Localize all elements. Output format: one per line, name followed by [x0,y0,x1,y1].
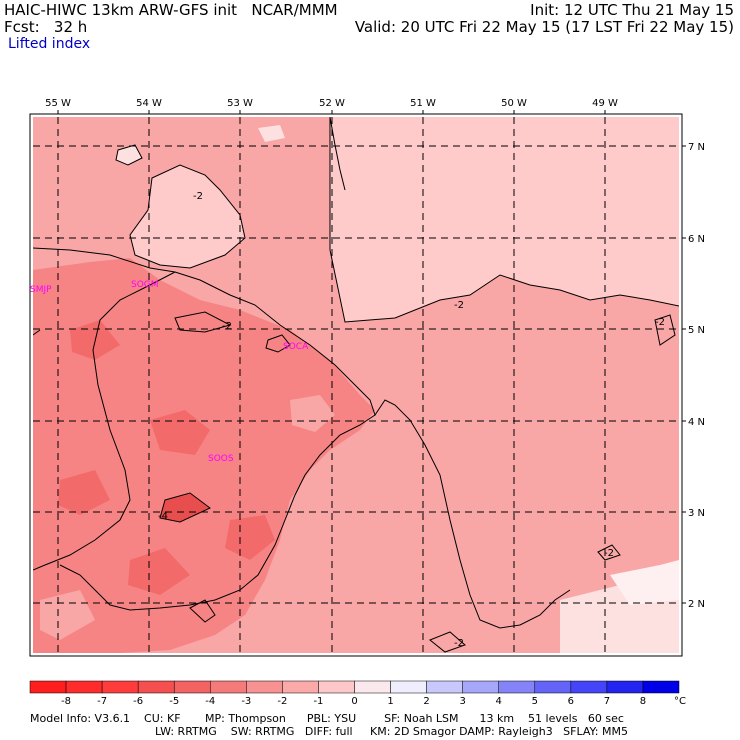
colorbar-tick-label: -8 [61,696,71,707]
map-title: HAIC-HIWC 13km ARW-GFS init NCAR/MMM [4,1,338,19]
lon-label: 55 W [45,98,71,109]
valid-time: Valid: 20 UTC Fri 22 May 15 (17 LST Fri … [354,18,734,36]
colorbar-swatch [390,680,427,694]
colorbar-tick-label: 0 [351,696,357,707]
colorbar [29,680,680,694]
contour-label: -2 [454,638,464,649]
colorbar-swatch [354,680,391,694]
lon-label: 52 W [319,98,345,109]
colorbar-tick-label: -5 [169,696,179,707]
colorbar-swatch [426,680,463,694]
colorbar-swatch [570,680,608,694]
contour-label: -2 [604,548,614,559]
station-soca: SOCA [283,342,309,352]
lat-labels: 7 N 6 N 5 N 4 N 3 N 2 N [688,142,705,610]
init-time: Init: 12 UTC Thu 21 May 15 [530,1,734,19]
colorbar-tick-label: 8 [640,696,646,707]
station-soos: SOOS [208,454,234,464]
contour-labels: -2 -2 -2 -2 -2 -2 -4 [158,191,665,649]
colorbar-tick-label: -6 [133,696,143,707]
lon-label: 54 W [136,98,162,109]
lon-labels: 55 W 54 W 53 W 52 W 51 W 50 W 49 W [45,98,618,109]
colorbar-swatch [462,680,499,694]
contour-label: -2 [454,300,464,311]
field-name: Lifted index [8,36,91,52]
colorbar-swatch [606,680,644,694]
lat-label: 5 N [688,325,705,336]
colorbar-unit: °C [674,696,686,707]
colorbar-swatch [101,680,139,694]
frame-ticks [57,110,686,604]
lat-label: 2 N [688,599,705,610]
colorbar-tick-label: -3 [241,696,251,707]
colorbar-swatch [137,680,175,694]
colorbar-tick-label: 6 [568,696,574,707]
colorbar-tick-label: -4 [205,696,215,707]
colorbar-swatch [498,680,536,694]
colorbar-swatch [642,680,680,694]
lon-label: 53 W [227,98,253,109]
colorbar-tick-label: 4 [496,696,502,707]
contour-label: -2 [655,317,665,328]
model-info-line2: LW: RRTMG SW: RRTMG DIFF: full KM: 2D Sm… [155,725,628,738]
colorbar-ticks: -8 -7 -6 -5 -4 -3 -2 -1 0 1 2 3 4 5 6 7 8 [61,696,646,707]
lon-label: 49 W [592,98,618,109]
contour-label: -2 [222,321,232,332]
lat-label: 4 N [688,417,705,428]
colorbar-tick-label: -7 [97,696,107,707]
colorbar-swatch [173,680,211,694]
colorbar-tick-label: 3 [459,696,465,707]
colorbar-tick-label: 7 [604,696,610,707]
lat-label: 6 N [688,234,705,245]
model-info-line1: Model Info: V3.6.1 CU: KF MP: Thompson P… [30,712,624,725]
colorbar-swatch [318,680,355,694]
colorbar-swatch [29,680,67,694]
colorbar-swatch [282,680,319,694]
lat-label: 3 N [688,508,705,519]
colorbar-tick-label: 5 [532,696,538,707]
colorbar-swatch [210,680,247,694]
contour-label: -2 [193,191,203,202]
lat-lon-grid [33,117,679,653]
colorbar-tick-label: 2 [423,696,429,707]
colorbar-swatch [246,680,283,694]
forecast-hour: Fcst: 32 h [4,18,88,36]
lon-label: 50 W [501,98,527,109]
station-smjp: SMJP [30,285,52,295]
colorbar-tick-label: -1 [313,696,323,707]
lat-label: 7 N [688,142,705,153]
station-sogm: SOGM [131,280,159,290]
stations: SMJP SOGM SOCA SOOS [30,280,309,464]
colorbar-swatch [65,680,103,694]
colorbar-tick-label: -2 [277,696,287,707]
shaded-field [33,117,679,653]
lon-label: 51 W [410,98,436,109]
contour-label: -4 [158,511,168,522]
colorbar-swatch [534,680,572,694]
colorbar-tick-label: 1 [387,696,393,707]
